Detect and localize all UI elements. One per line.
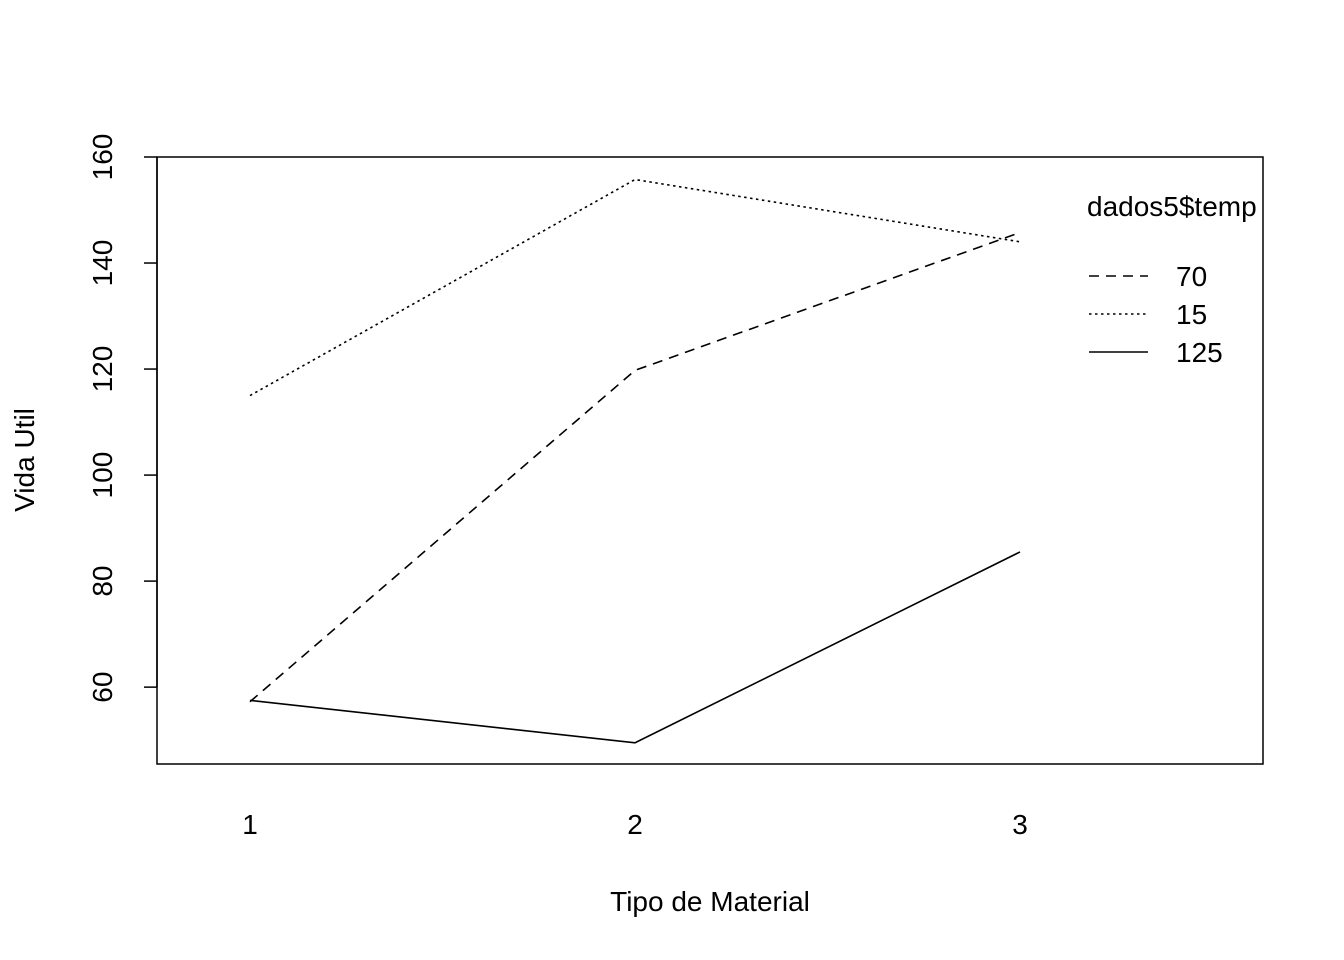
x-tick-label: 3 [1012,809,1028,840]
y-tick-label: 60 [87,672,118,703]
series-line-70 [249,231,1021,703]
y-axis: 60 80 100 120 140 160 [87,134,158,703]
y-tick-label: 100 [87,452,118,499]
y-tick-label: 160 [87,134,118,181]
series-layer [249,178,1021,744]
x-axis: 1 2 3 [242,809,1028,840]
y-tick-label: 80 [87,566,118,597]
plot-frame [156,156,1264,765]
x-tick-label: 2 [627,809,643,840]
y-tick-label: 140 [87,240,118,287]
x-tick-label: 1 [242,809,258,840]
legend-title: dados5$temp [1087,191,1257,222]
series-line-125 [249,551,1021,744]
series-line-15 [249,178,1021,397]
y-tick-label: 120 [87,346,118,393]
legend-label-70: 70 [1176,261,1207,292]
y-axis-label: Vida Util [9,408,40,512]
legend: dados5$temp 70 15 125 [1087,191,1257,368]
legend-label-125: 125 [1176,337,1223,368]
x-axis-label: Tipo de Material [610,886,810,917]
legend-label-15: 15 [1176,299,1207,330]
